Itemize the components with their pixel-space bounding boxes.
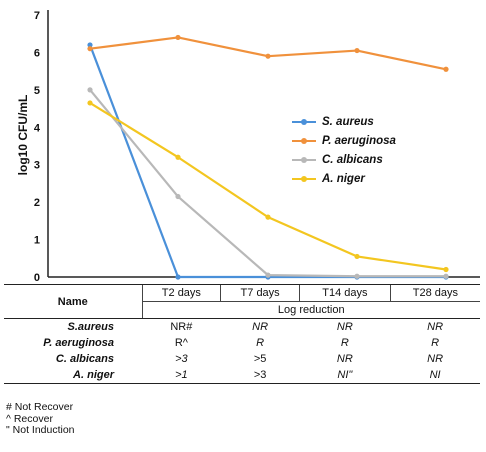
table-cell: R [340, 337, 349, 349]
table-cell: R^ [174, 337, 188, 349]
table-cell: >3 [220, 367, 300, 384]
table-cell: >3 [175, 353, 188, 365]
table-cell: R [256, 337, 265, 349]
line-chart: 0 1 2 3 4 5 6 7 [34, 10, 480, 284]
footnote: " Not Induction [6, 424, 75, 436]
data-point-s-aureus [87, 42, 93, 48]
time-header: T14 days [299, 284, 391, 302]
table-row: S.aureus NR# NR NR NR [4, 319, 480, 336]
legend-item: P. aeruginosa [292, 131, 396, 150]
table-cell: R [431, 337, 440, 349]
legend-swatch-p-aeruginosa [292, 137, 316, 144]
data-point-p-aeruginosa [175, 34, 181, 41]
data-point-c-albicans [443, 273, 449, 279]
data-point-a-niger [443, 266, 449, 273]
legend-label: P. aeruginosa [322, 134, 396, 147]
legend-label: A. niger [322, 172, 365, 185]
data-point-a-niger [354, 253, 360, 260]
data-point-a-niger [265, 214, 271, 220]
row-name: S.aureus [67, 321, 114, 333]
table-header-row: Name T2 days T7 days T14 days T28 days [4, 284, 480, 319]
table-row: P. aeruginosa R^ R R R [4, 335, 480, 351]
legend-label: S. aureus [322, 115, 374, 128]
table-cell: >1 [142, 367, 221, 384]
y-tick-label: 7 [34, 10, 40, 22]
legend-label: C. albicans [322, 153, 383, 166]
y-tick-label: 4 [34, 122, 41, 134]
legend-item: A. niger [292, 169, 396, 188]
legend-swatch-c-albicans [292, 156, 316, 163]
table-cell: NI" [299, 367, 391, 384]
footnote: ^ Recover [6, 412, 53, 425]
table-cell: NR [252, 321, 269, 333]
time-header: T2 days [141, 284, 221, 302]
time-header: T28 days [389, 284, 480, 302]
y-tick-label: 0 [34, 272, 40, 284]
data-point-c-albicans [265, 272, 271, 278]
y-tick-label: 6 [34, 47, 40, 59]
name-header: Name [4, 284, 142, 319]
table-cell: NR [336, 321, 353, 333]
y-tick-label: 2 [34, 197, 40, 209]
legend-item: C. albicans [292, 150, 396, 169]
legend-item: S. aureus [292, 112, 396, 131]
data-point-a-niger [87, 100, 93, 106]
data-point-p-aeruginosa [354, 47, 360, 54]
table-row: C. albicans >3 >5 NR NR [4, 351, 480, 367]
legend-swatch-a-niger [292, 175, 316, 182]
table-group-row: Log reduction [4, 301, 480, 319]
series-lines [87, 34, 449, 280]
cell-value: NR# [170, 321, 193, 333]
footnotes: # Not Recover ^ Recover " Not Induction [6, 401, 75, 437]
legend: S. aureus P. aeruginosa C. albicans A. n… [292, 112, 396, 188]
log-reduction-table: Name T2 days T7 days T14 days T28 days L… [4, 284, 480, 384]
table-cell: NR [336, 353, 353, 365]
row-name: A. niger [4, 367, 142, 384]
data-point-a-niger [175, 154, 181, 160]
time-header: T7 days [220, 284, 300, 302]
table-row: A. niger >1 >3 NI" NI [4, 367, 480, 384]
series-line-p-aeruginosa [89, 36, 447, 71]
y-tick-label: 5 [34, 85, 40, 97]
y-tick-labels: 0 1 2 3 4 5 6 7 [34, 10, 41, 284]
chart-axes [47, 10, 480, 278]
group-header: Log reduction [141, 301, 480, 319]
data-point-s-aureus [175, 274, 181, 280]
table-cell: NR [427, 321, 444, 333]
data-point-c-albicans [87, 87, 93, 93]
y-tick-label: 1 [34, 235, 40, 247]
table-cell: NR# [142, 319, 221, 336]
row-name: C. albicans [55, 353, 114, 365]
y-axis-label: log10 CFU/mL [16, 94, 30, 176]
data-point-p-aeruginosa [443, 66, 449, 72]
row-name: P. aeruginosa [43, 337, 114, 349]
data-point-c-albicans [354, 273, 360, 279]
table-cell: NI [390, 367, 480, 384]
data-point-p-aeruginosa [87, 46, 93, 52]
table-cell: NR [427, 353, 444, 365]
data-point-p-aeruginosa [265, 53, 271, 59]
y-tick-label: 3 [34, 160, 40, 172]
footnote: # Not Recover [6, 401, 74, 413]
legend-swatch-s-aureus [292, 118, 316, 125]
table-cell: >5 [253, 353, 267, 365]
data-point-c-albicans [175, 193, 181, 200]
